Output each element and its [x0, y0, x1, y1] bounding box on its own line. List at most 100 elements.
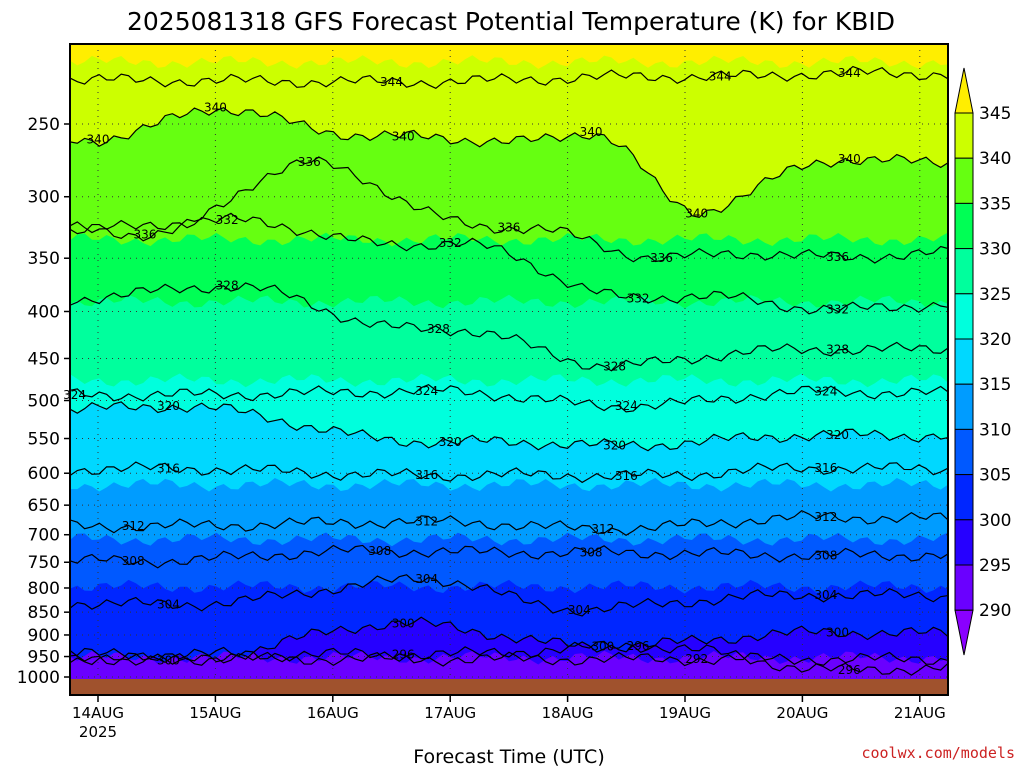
contour-label: 332 [439, 236, 462, 250]
y-axis: 250 300 350 400 450 500 550 600 650 700 750 800 850 9… [17, 115, 70, 688]
contour-line [70, 383, 948, 413]
contour-label: 304 [157, 598, 180, 612]
y-tick-label: 300 [28, 188, 60, 208]
x-tick-label: 15AUG [189, 704, 241, 722]
contour-line [70, 640, 948, 676]
contour-line [70, 156, 948, 264]
contour-label: 328 [427, 322, 450, 336]
contour-line [70, 106, 948, 219]
contour-label: 328 [216, 279, 239, 293]
contour-line [70, 401, 948, 452]
colorbar-swatch [954, 248, 974, 295]
contour-label: 312 [415, 514, 438, 528]
contour-label: 308 [368, 544, 391, 558]
contour-label: 324 [63, 388, 86, 402]
colorbar-tick-label: 305 [979, 466, 1011, 486]
colorbar-tick-label: 325 [979, 285, 1011, 305]
ground-strip [70, 679, 948, 695]
colorbar-tick-label: 320 [979, 330, 1011, 350]
contour-label: 340 [580, 125, 603, 139]
contour-label: 304 [568, 603, 591, 617]
colorbar-tick-label: 315 [979, 375, 1011, 395]
contour-label: 332 [216, 213, 239, 227]
y-tick-label: 850 [28, 603, 60, 623]
x-tick-label: 18AUG [542, 704, 594, 722]
contour-labels: 344 344 344 340 340 340 340 340 340 336 336 336 336 3… [63, 66, 861, 677]
contour-label: 340 [685, 207, 708, 221]
contour-label: 340 [204, 101, 227, 115]
contour-label: 336 [134, 228, 157, 242]
credit-text: coolwx.com/models [861, 744, 1015, 762]
contour-label: 344 [380, 75, 403, 89]
contour-line [70, 510, 948, 537]
contour-line [70, 461, 948, 484]
contour-line [70, 574, 948, 617]
filled-contour-bands [70, 44, 948, 695]
y-tick-label: 900 [28, 626, 60, 646]
y-tick-label: 350 [28, 249, 60, 269]
contour-label: 332 [826, 302, 849, 316]
contour-label: 316 [415, 468, 438, 482]
colorbar-swatch [954, 564, 974, 611]
y-tick-label: 400 [28, 302, 60, 322]
contour-label: 336 [298, 155, 321, 169]
contour-label: 320 [826, 428, 849, 442]
contour-line [70, 212, 948, 315]
y-tick-label: 250 [28, 115, 60, 135]
x-tick-label: 14AUG [72, 704, 124, 722]
contour-label: 300 [591, 639, 614, 653]
contour-label: 324 [814, 385, 837, 399]
contour-label: 308 [122, 554, 145, 568]
colorbar-tick-label: 295 [979, 556, 1011, 576]
y-tick-label: 650 [28, 496, 60, 516]
colorbar-swatch [954, 202, 974, 250]
contour-label: 312 [814, 510, 837, 524]
contour-line [70, 616, 948, 666]
contour-label: 320 [157, 399, 180, 413]
contour-lines [70, 44, 948, 695]
contour-line [70, 651, 948, 667]
contour-label: 340 [392, 130, 415, 144]
colorbar-tick-label: 310 [979, 420, 1011, 440]
colorbar: 345 340 335 330 325 320 315 310 305 300 295 290 [954, 67, 1011, 656]
contour-line [70, 282, 948, 372]
contour-label: 308 [580, 546, 603, 560]
colorbar-swatch [954, 519, 974, 566]
y-tick-label: 700 [28, 526, 60, 546]
x-tick-label: 17AUG [424, 704, 476, 722]
colorbar-tick-label: 335 [979, 194, 1011, 214]
contour-label: 296 [627, 639, 650, 653]
contour-label: 296 [392, 647, 415, 661]
colorbar-swatch [954, 474, 974, 521]
contour-label: 336 [650, 251, 673, 265]
y-tick-label: 800 [28, 579, 60, 599]
contour-label: 340 [87, 133, 110, 147]
contour-label: 316 [615, 469, 638, 483]
y-tick-label: 500 [28, 392, 60, 412]
colorbar-tick-label: 300 [979, 511, 1011, 531]
x-tick-sublabel: 2025 [79, 723, 117, 741]
contour-label: 336 [497, 220, 520, 234]
contour-label: 328 [603, 359, 626, 373]
colorbar-swatch [954, 293, 974, 340]
y-tick-label: 550 [28, 430, 60, 450]
contour-label: 296 [838, 663, 861, 677]
y-tick-label: 450 [28, 349, 60, 369]
colorbar-swatch [954, 383, 974, 430]
contour-label: 308 [814, 548, 837, 562]
contour-label: 340 [838, 152, 861, 166]
contour-label: 332 [627, 291, 650, 305]
y-tick-label: 750 [28, 553, 60, 573]
contour-label: 324 [415, 384, 438, 398]
contour-label: 300 [392, 616, 415, 630]
y-tick-label: 600 [28, 464, 60, 484]
colorbar-tick-label: 340 [979, 149, 1011, 169]
colorbar-swatch [954, 157, 974, 204]
colorbar-tick-label: 345 [979, 104, 1011, 124]
contour-line [70, 544, 948, 569]
contour-label: 320 [603, 439, 626, 453]
contour-label: 300 [826, 625, 849, 639]
x-axis-label: Forecast Time (UTC) [413, 746, 604, 768]
colorbar-bottom-arrow [954, 609, 974, 656]
contour-label: 336 [826, 250, 849, 264]
